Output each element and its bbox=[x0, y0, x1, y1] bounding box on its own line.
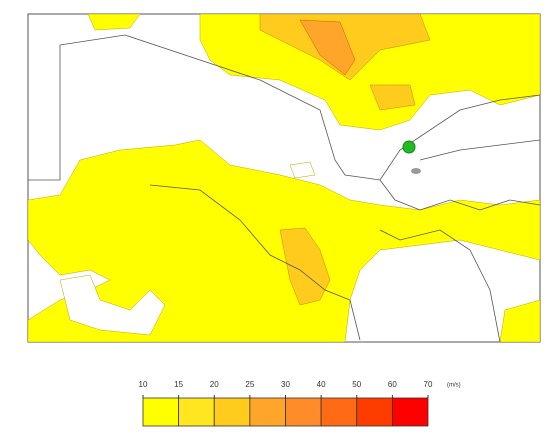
legend-tick-label: 70 bbox=[424, 380, 433, 389]
legend-tick-label: 40 bbox=[317, 380, 326, 389]
legend-tick-label: 20 bbox=[210, 380, 219, 389]
legend: (m/s) 10 15 20 25 30 40 50 60 70 bbox=[139, 380, 461, 427]
wind-field bbox=[28, 14, 540, 342]
color-bin bbox=[178, 397, 215, 427]
borders bbox=[28, 34, 540, 342]
legend-tick-label: 60 bbox=[388, 380, 397, 389]
location-marker bbox=[402, 140, 416, 154]
legend-tick-label: 10 bbox=[139, 380, 148, 389]
color-bin bbox=[320, 397, 358, 427]
location-shadow bbox=[411, 168, 421, 174]
color-bin bbox=[213, 397, 251, 427]
legend-tick-label: 50 bbox=[352, 380, 361, 389]
map bbox=[27, 13, 541, 343]
color-bin bbox=[391, 397, 429, 427]
legend-tick-label: 15 bbox=[174, 380, 183, 389]
legend-unit: (m/s) bbox=[447, 383, 461, 389]
color-bin bbox=[285, 397, 322, 427]
color-bin bbox=[356, 397, 393, 427]
legend-tick-label: 25 bbox=[245, 380, 254, 389]
color-bin bbox=[249, 397, 286, 427]
color-bin bbox=[142, 397, 180, 427]
legend-tick-label: 30 bbox=[281, 380, 290, 389]
